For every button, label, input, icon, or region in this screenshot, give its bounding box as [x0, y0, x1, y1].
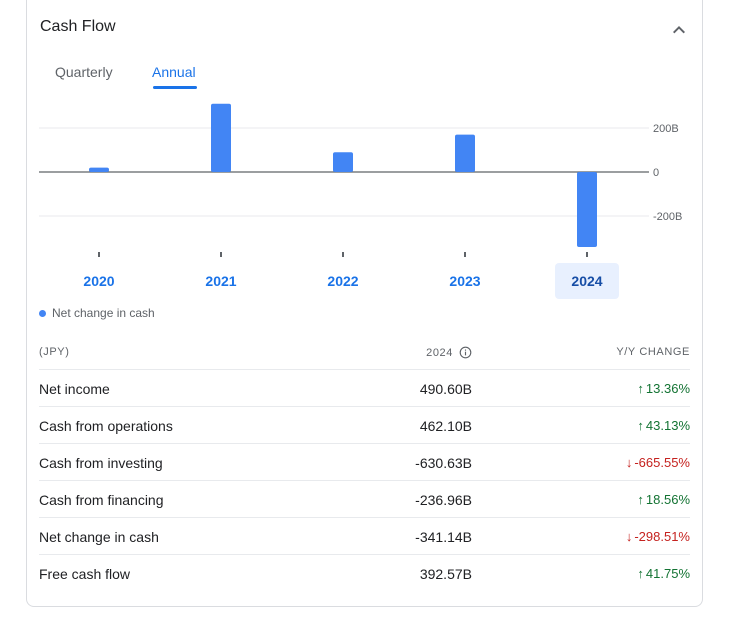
- info-icon[interactable]: [459, 346, 472, 359]
- cash-flow-chart: 200B 0 -200B: [39, 103, 682, 257]
- year-header: 2024: [426, 346, 472, 359]
- bar-2023[interactable]: [455, 134, 475, 172]
- arrow-up-icon: ↑: [637, 381, 644, 396]
- row-label: Cash from financing: [39, 492, 164, 508]
- bar-2024[interactable]: [577, 172, 597, 248]
- tab-quarterly[interactable]: Quarterly: [55, 64, 113, 80]
- y-tick-label: 200B: [653, 123, 679, 135]
- card-title: Cash Flow: [40, 18, 116, 35]
- x-tick-mark: [220, 252, 222, 257]
- x-tick-mark: [586, 252, 588, 257]
- row-value: 490.60B: [419, 381, 472, 397]
- row-label: Cash from investing: [39, 455, 163, 471]
- bar-2021[interactable]: [211, 103, 231, 172]
- row-value: 462.10B: [419, 418, 472, 434]
- cash-flow-table: (JPY) 2024 Y/Y CHANGE Net income 490.60B ↑…: [39, 340, 690, 591]
- row-change: ↓ -298.51%: [626, 529, 690, 544]
- row-change: ↓ -665.55%: [626, 455, 690, 470]
- row-value: 392.57B: [419, 566, 472, 582]
- y-tick-label: 0: [653, 167, 659, 179]
- table-body: Net income 490.60B ↑ 13.36% Cash from operat…: [39, 369, 690, 591]
- row-label: Net income: [39, 381, 110, 397]
- chevron-up-icon: [673, 26, 685, 34]
- table-row: Cash from operations 462.10B ↑ 43.13%: [39, 406, 690, 443]
- year-button-2022[interactable]: 2022: [327, 273, 359, 289]
- year-button-2024[interactable]: 2024: [555, 263, 619, 299]
- row-change: ↑ 43.13%: [637, 418, 690, 433]
- collapse-button[interactable]: [667, 18, 691, 42]
- arrow-up-icon: ↑: [637, 566, 644, 581]
- x-tick-mark: [342, 252, 344, 257]
- tab-annual[interactable]: Annual: [152, 64, 196, 80]
- table-row: Cash from investing -630.63B ↓ -665.55%: [39, 443, 690, 480]
- row-change-value: 18.56%: [645, 492, 690, 507]
- cash-flow-card: Cash Flow: [26, 0, 703, 607]
- year-header-label: 2024: [426, 346, 453, 359]
- arrow-up-icon: ↑: [637, 492, 644, 507]
- active-tab-indicator: [153, 86, 197, 89]
- bar-chart-svg: 200B 0 -200B: [39, 103, 682, 257]
- row-change-value: 43.13%: [645, 418, 690, 433]
- row-change: ↑ 41.75%: [637, 566, 690, 581]
- change-header: Y/Y CHANGE: [616, 346, 690, 358]
- table-header: (JPY) 2024 Y/Y CHANGE: [39, 340, 690, 369]
- row-label: Cash from operations: [39, 418, 173, 434]
- row-change-value: 41.75%: [645, 566, 690, 581]
- arrow-up-icon: ↑: [637, 418, 644, 433]
- row-change-value: 13.36%: [645, 381, 690, 396]
- year-button-2021[interactable]: 2021: [205, 273, 237, 289]
- row-value: -236.96B: [415, 492, 472, 508]
- bar-2020[interactable]: [89, 167, 109, 172]
- arrow-down-icon: ↓: [625, 529, 633, 544]
- year-button-2020[interactable]: 2020: [83, 273, 115, 289]
- row-change: ↑ 18.56%: [637, 492, 690, 507]
- table-row: Free cash flow 392.57B ↑ 41.75%: [39, 554, 690, 591]
- year-button-2023[interactable]: 2023: [449, 273, 481, 289]
- arrow-down-icon: ↓: [625, 455, 633, 470]
- y-tick-label: -200B: [653, 211, 682, 223]
- row-change-value: -298.51%: [634, 529, 690, 544]
- x-tick-mark: [464, 252, 466, 257]
- row-value: -630.63B: [415, 455, 472, 471]
- table-row: Net change in cash -341.14B ↓ -298.51%: [39, 517, 690, 554]
- chart-legend: Net change in cash: [39, 306, 155, 320]
- row-change: ↑ 13.36%: [637, 381, 690, 396]
- row-label: Net change in cash: [39, 529, 159, 545]
- x-tick-mark: [98, 252, 100, 257]
- row-change-value: -665.55%: [634, 455, 690, 470]
- row-label: Free cash flow: [39, 566, 131, 582]
- currency-header: (JPY): [39, 346, 70, 358]
- legend-label: Net change in cash: [52, 306, 155, 320]
- table-row: Cash from financing -236.96B ↑ 18.56%: [39, 480, 690, 517]
- bar-2022[interactable]: [333, 152, 353, 172]
- row-value: -341.14B: [415, 529, 472, 545]
- table-row: Net income 490.60B ↑ 13.36%: [39, 369, 690, 406]
- legend-dot: [39, 309, 46, 317]
